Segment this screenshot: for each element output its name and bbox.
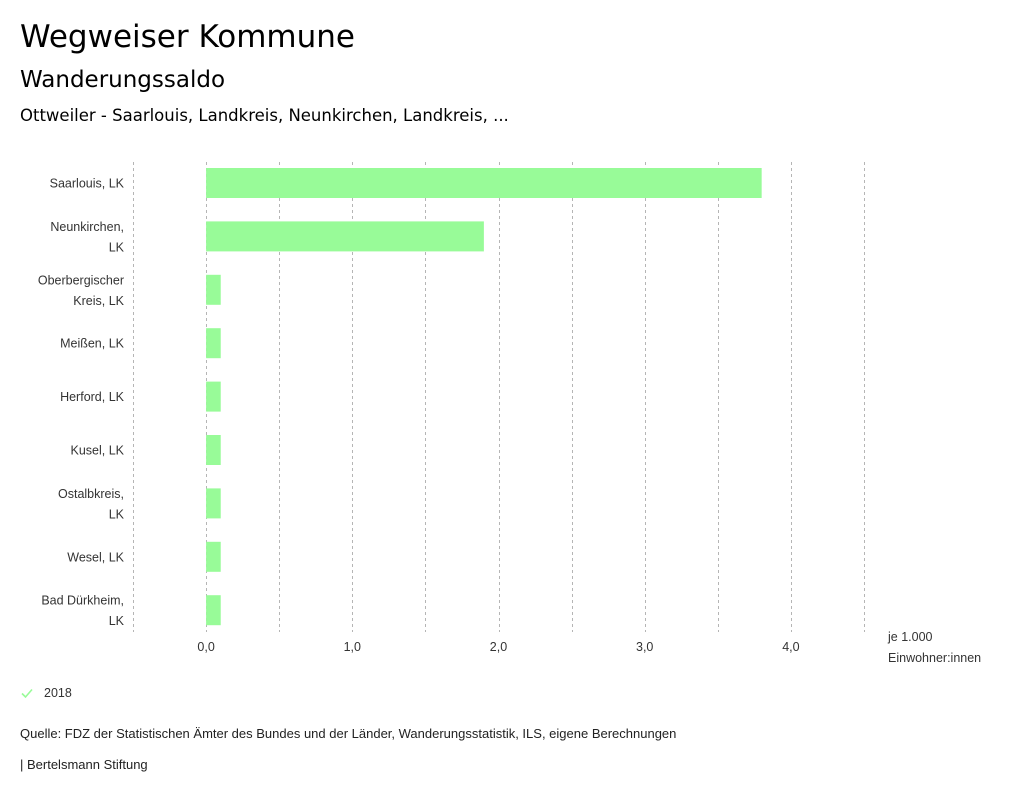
bars xyxy=(206,168,762,626)
bar[interactable] xyxy=(206,435,221,465)
chart-subtitle: Wanderungssaldo xyxy=(20,67,226,93)
tick-label: 0,0 xyxy=(197,640,214,654)
bar[interactable] xyxy=(206,168,762,198)
credit-note: | Bertelsmann Stiftung xyxy=(20,757,148,772)
page-title: Wegweiser Kommune xyxy=(20,19,355,55)
unit-label: je 1.000 xyxy=(887,630,933,644)
bar[interactable] xyxy=(206,595,221,626)
category-label: Herford, LK xyxy=(60,390,125,404)
bar[interactable] xyxy=(206,381,221,412)
category-label: Saarlouis, LK xyxy=(50,177,125,191)
tick-label: 2,0 xyxy=(490,640,507,654)
category-label: LK xyxy=(109,240,125,254)
category-label: Kusel, LK xyxy=(70,444,124,458)
category-label: LK xyxy=(109,507,125,521)
gridlines xyxy=(133,162,865,632)
category-label: Meißen, LK xyxy=(60,337,125,351)
source-note: Quelle: FDZ der Statistischen Ämter des … xyxy=(20,726,677,741)
category-label: Oberbergischer xyxy=(38,273,124,287)
category-label: Wesel, LK xyxy=(67,550,124,564)
category-label: Ostalbkreis, xyxy=(58,487,124,501)
category-label: LK xyxy=(109,614,125,628)
x-axis-unit-label: je 1.000 Einwohner:innen xyxy=(887,630,981,665)
category-label: Kreis, LK xyxy=(73,294,124,308)
bar[interactable] xyxy=(206,221,484,252)
check-icon xyxy=(20,686,34,700)
bar[interactable] xyxy=(206,328,221,359)
category-labels: Saarlouis, LK Neunkirchen, LK Oberbergische… xyxy=(38,177,125,629)
category-label: Neunkirchen, xyxy=(50,220,124,234)
region-selection: Ottweiler - Saarlouis, Landkreis, Neunki… xyxy=(20,106,509,125)
tick-label: 3,0 xyxy=(636,640,653,654)
tick-label: 4,0 xyxy=(782,640,799,654)
bar[interactable] xyxy=(206,488,221,519)
tick-label: 1,0 xyxy=(344,640,361,654)
legend-item-2018[interactable]: 2018 xyxy=(20,686,72,700)
x-axis-ticks: 0,0 1,0 2,0 3,0 4,0 xyxy=(197,640,799,654)
bar[interactable] xyxy=(206,541,221,572)
bar-chart: Saarlouis, LK Neunkirchen, LK Oberbergische… xyxy=(38,162,981,665)
legend-label: 2018 xyxy=(44,686,72,700)
category-label: Bad Dürkheim, xyxy=(41,594,124,608)
unit-label: Einwohner:innen xyxy=(888,651,981,665)
bar[interactable] xyxy=(206,274,221,305)
